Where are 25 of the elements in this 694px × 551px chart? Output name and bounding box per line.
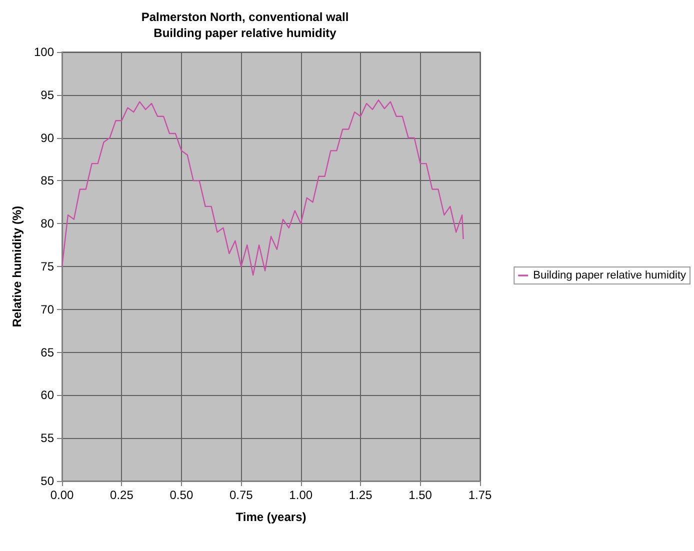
y-tick-label: 70 [40, 302, 54, 316]
y-tick-label: 55 [40, 431, 54, 446]
chart-subtitle: Building paper relative humidity [154, 26, 337, 40]
y-tick-label: 95 [40, 88, 54, 102]
y-tick-label: 80 [40, 216, 54, 231]
x-tick-label: 0.50 [170, 488, 194, 502]
x-tick-label: 1.75 [468, 488, 492, 502]
x-tick-label: 1.25 [348, 488, 373, 502]
x-axis-title: Time (years) [236, 510, 306, 524]
y-axis-title: Relative humidity (%) [10, 206, 24, 328]
x-tick-label: 1.00 [289, 488, 313, 502]
y-tick-label: 50 [40, 474, 54, 488]
x-tick-label: 1.50 [408, 488, 432, 502]
y-tick-label: 60 [40, 388, 54, 402]
legend-label: Building paper relative humidity [533, 270, 686, 282]
line-series [61, 99, 464, 276]
y-tick-label: 85 [40, 174, 54, 188]
x-tick-label: 0.75 [229, 488, 254, 502]
y-tick-label: 65 [40, 345, 54, 360]
y-tick-label: 100 [34, 45, 54, 59]
x-tick-label: 0.00 [50, 488, 74, 502]
y-tick-label: 90 [40, 130, 54, 145]
chart-title: Palmerston North, conventional wall [141, 10, 349, 24]
y-tick-label: 75 [40, 260, 54, 274]
x-tick-label: 0.25 [110, 488, 134, 502]
